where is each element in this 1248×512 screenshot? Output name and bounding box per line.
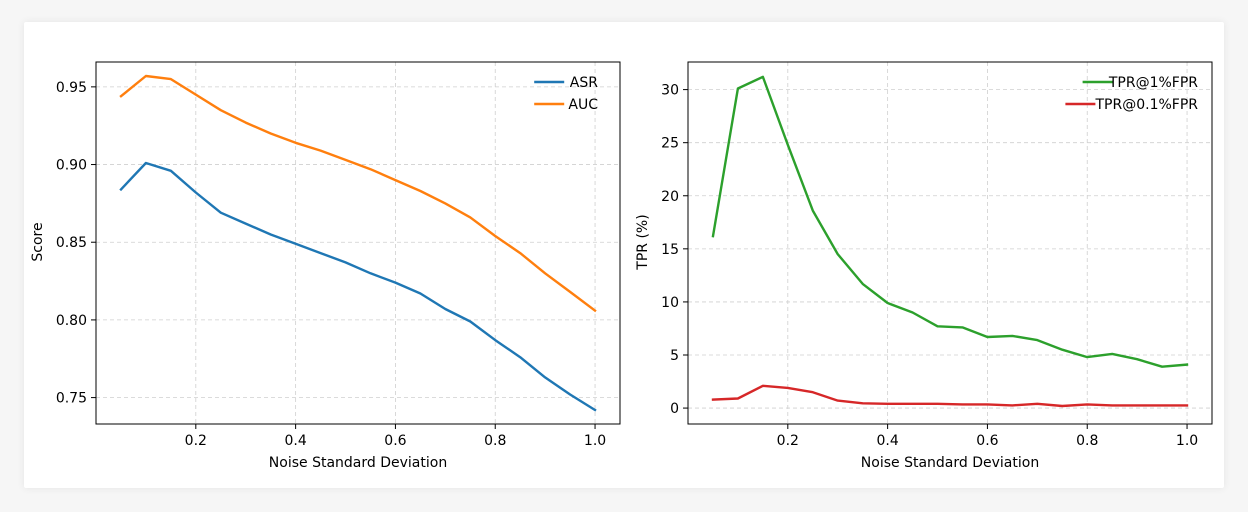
x-tick-label: 0.6 [976,433,998,449]
x-tick-label: 1.0 [1176,433,1198,449]
series-line-tpr-0-1-fpr [711,384,1189,408]
x-tick-label: 0.8 [1076,433,1098,449]
legend-label-tpr-1-fpr: TPR@1%FPR [1108,75,1198,91]
y-axis-label: Score [30,222,46,261]
y-tick-label: 0.95 [56,80,87,96]
y-axis-label: TPR (%) [635,214,651,270]
x-tick-label: 0.2 [185,433,207,449]
x-axis-label: Noise Standard Deviation [861,455,1039,471]
chart-1: 0.2 0.4 0.6 0.8 1.0 0.75 0.80 0.85 0.90 0.95 Noise… [30,61,621,471]
x-axis-label: Noise Standard Deviation [269,455,447,471]
x-tick-label: 0.8 [484,433,506,449]
y-tick-label: 0.85 [56,235,87,251]
y-tick-label: 0.80 [56,313,87,329]
x-tick-label: 0.4 [876,433,898,449]
axes-frame [687,61,1213,425]
x-tick-label: 0.4 [284,433,306,449]
y-tick-label: 15 [661,242,679,258]
y-tick-label: 5 [670,348,679,364]
series-line-auc [119,74,597,313]
x-tick-label: 1.0 [584,433,606,449]
y-tick-label: 10 [661,295,679,311]
legend-label-asr: ASR [570,75,598,91]
y-tick-label: 20 [661,189,679,205]
figure-card [24,22,1224,488]
x-tick-label: 0.2 [777,433,799,449]
y-tick-label: 0.75 [56,391,87,407]
y-tick-label: 0 [670,401,679,417]
legend-label-tpr-0-1-fpr: TPR@0.1%FPR [1094,97,1198,113]
y-tick-label: 0.90 [56,158,87,174]
chart-2: 0.2 0.4 0.6 0.8 1.0 0 5 10 15 20 25 30 Noise Standar… [635,61,1213,471]
legend-label-auc: AUC [568,97,598,113]
axes-frame [95,61,621,425]
y-tick-label: 25 [661,136,679,152]
x-tick-label: 0.6 [384,433,406,449]
y-tick-label: 30 [661,83,679,99]
series-line-asr [119,161,597,412]
series-line-tpr-1-fpr [711,75,1189,368]
